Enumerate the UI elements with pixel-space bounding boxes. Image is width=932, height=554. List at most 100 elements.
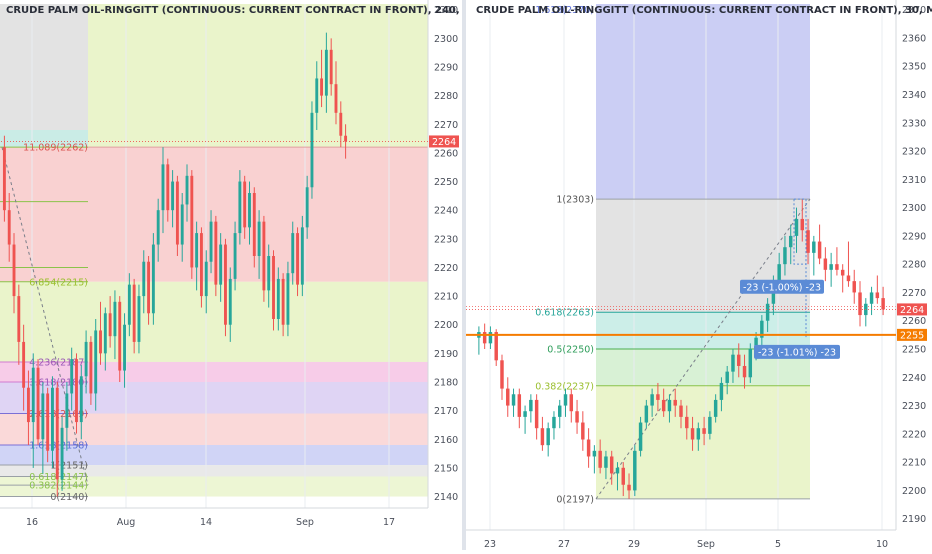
candle-body xyxy=(127,284,131,325)
candle-body xyxy=(257,221,261,256)
price-tick-label: 2200 xyxy=(434,320,458,331)
candle-body xyxy=(673,399,677,406)
fib-level-label: 1(2303) xyxy=(556,195,594,206)
candle-body xyxy=(12,244,16,297)
fib-level-label: 0.5(2250) xyxy=(547,345,594,356)
fib-level-label: 4.236(2187) xyxy=(29,357,88,368)
candle-body xyxy=(765,303,770,321)
candle-body xyxy=(783,247,787,265)
candle-body xyxy=(529,399,533,412)
candle-body xyxy=(243,181,247,228)
candle-body xyxy=(118,301,122,371)
candle-body xyxy=(546,428,550,446)
candle-body xyxy=(209,221,213,262)
candle-body xyxy=(656,394,660,400)
candle-body xyxy=(190,175,194,268)
chart-panel-30[interactable]: 1(2303) 0.618(2263) 0.5(2250) 0.382(2237) 0(… xyxy=(466,0,932,550)
candle-body xyxy=(233,233,237,279)
candle-body xyxy=(324,49,328,96)
candle-body xyxy=(228,278,232,325)
fib-zone xyxy=(0,413,428,445)
candle-body xyxy=(219,244,223,285)
time-tick-label: Aug xyxy=(117,517,136,528)
candle-body xyxy=(760,320,764,338)
price-tick-label: 2230 xyxy=(434,234,458,245)
price-tick-label: 2210 xyxy=(434,292,458,303)
candle-body xyxy=(621,467,625,485)
candle-body xyxy=(238,181,242,234)
candle-body xyxy=(725,371,729,383)
price-tick-label: 2310 xyxy=(434,5,458,16)
price-tick-label: 2220 xyxy=(434,263,458,274)
candle-body xyxy=(713,399,718,417)
fib-zone xyxy=(0,361,428,382)
chart-panel-240[interactable]: 11.089(2262) 6.854(2215) 4.236(2187) 3.618(… xyxy=(0,0,462,550)
candle-body xyxy=(276,278,280,319)
candle-body xyxy=(777,264,781,282)
candle-body xyxy=(281,278,285,325)
chart-canvas-30[interactable]: 1(2303) 0.618(2263) 0.5(2250) 0.382(2237) 0(… xyxy=(466,0,932,550)
candle-body xyxy=(581,422,585,440)
candle-body xyxy=(267,256,271,291)
candle-body xyxy=(563,394,568,406)
candle-body xyxy=(113,301,117,337)
candle-body xyxy=(161,164,165,211)
candle-body xyxy=(552,416,556,429)
candle-body xyxy=(224,244,227,325)
candle-body xyxy=(788,235,793,248)
candle-body xyxy=(36,367,40,440)
candle-body xyxy=(334,84,338,113)
candle-body xyxy=(823,258,828,270)
candle-body xyxy=(661,399,666,412)
candle-body xyxy=(89,341,93,394)
candle-body xyxy=(180,204,184,245)
candle-body xyxy=(195,233,199,268)
fib-clipped-label: 1.618(2370) xyxy=(535,5,594,16)
panel-divider[interactable] xyxy=(462,0,466,550)
candle-body xyxy=(852,281,856,293)
trend-line xyxy=(595,198,811,500)
fib-zone xyxy=(0,281,428,362)
fib-level-label: 0.382(2144) xyxy=(29,481,88,492)
price-tick-label: 2340 xyxy=(902,90,926,101)
candle-body xyxy=(800,218,804,231)
price-tick-label: 2250 xyxy=(434,177,458,188)
candle-body xyxy=(2,147,6,211)
candle-body xyxy=(569,394,574,412)
candle-body xyxy=(75,359,78,423)
candle-body xyxy=(7,210,11,245)
fib-zone xyxy=(0,130,88,148)
candle-body xyxy=(262,221,266,291)
price-tick-label: 2290 xyxy=(902,231,926,242)
price-tick-label: 2260 xyxy=(902,316,926,327)
candle-body xyxy=(829,264,833,270)
fib-level-label: 1(2151) xyxy=(50,461,88,472)
candle-body xyxy=(60,427,64,480)
time-tick-label: Sep xyxy=(697,539,715,550)
last-price-tag xyxy=(897,303,927,316)
last-price-label: 2264 xyxy=(432,137,456,148)
candle-body xyxy=(344,135,348,142)
time-tick-label: Sep xyxy=(296,517,314,528)
candle-body xyxy=(708,416,712,434)
fib-level-label: 0(2140) xyxy=(50,492,88,503)
candle-body xyxy=(812,241,816,253)
candle-body xyxy=(248,193,251,228)
price-axis: 2140 2150 2160 2170 2180 2190 2200 2210 2220 2230… xyxy=(0,0,459,508)
candle-body xyxy=(846,275,851,282)
candle-body xyxy=(94,330,98,394)
chart-body: 11.089(2262) 6.854(2215) 4.236(2187) 3.618(… xyxy=(0,4,428,508)
time-tick-label: 23 xyxy=(484,539,496,550)
chart-canvas-240[interactable]: 11.089(2262) 6.854(2215) 4.236(2187) 3.618(… xyxy=(0,0,462,550)
candle-body xyxy=(794,218,799,236)
price-tick-label: 2240 xyxy=(434,206,458,217)
time-axis: 16 Aug 14 Sep 17 xyxy=(0,507,428,528)
time-tick-label: 27 xyxy=(558,539,570,550)
candle-body xyxy=(26,387,30,423)
candle-body xyxy=(534,399,539,429)
candle-body xyxy=(702,428,706,434)
candle-body xyxy=(500,360,504,389)
price-tick-label: 2300 xyxy=(902,203,926,214)
marked-price-tag xyxy=(897,328,927,341)
candle-body xyxy=(46,393,50,451)
